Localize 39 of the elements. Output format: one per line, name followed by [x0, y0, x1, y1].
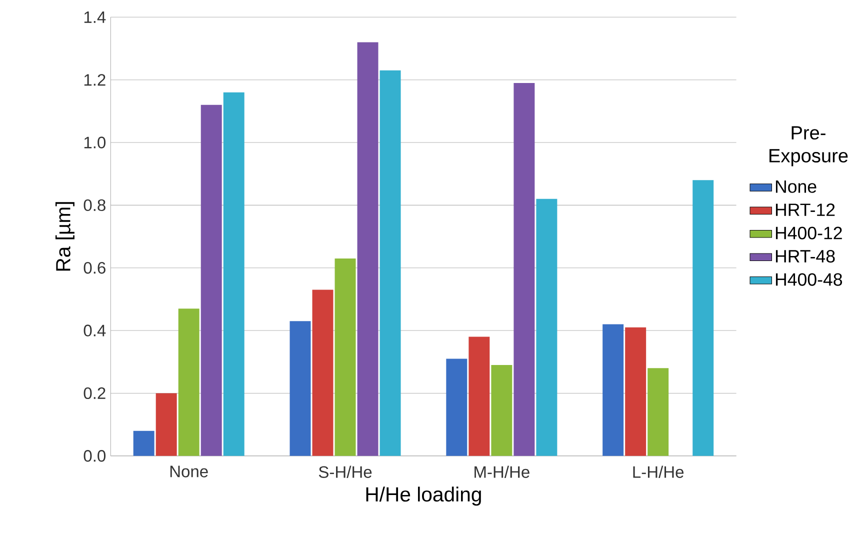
y-tick-label: 1.2 — [84, 74, 106, 86]
x-tick-label: None — [170, 466, 208, 478]
bar — [312, 290, 334, 456]
x-axis-title: H/He loading — [366, 486, 481, 506]
bar — [491, 364, 512, 456]
legend-label: HRT-48 — [776, 250, 835, 263]
bar — [648, 368, 669, 456]
y-tick-label: 0.0 — [84, 450, 106, 462]
legend-label: HRT-12 — [776, 203, 835, 216]
bar — [290, 321, 311, 456]
bar — [223, 92, 244, 456]
y-tick-label: 0.2 — [84, 387, 106, 400]
bar — [514, 82, 535, 456]
bar — [536, 198, 558, 456]
bar — [133, 430, 154, 456]
y-tick-label: 0.4 — [84, 324, 106, 336]
x-tick-label: S-H/He — [318, 466, 372, 478]
bar — [200, 104, 222, 456]
legend-label: H400-48 — [776, 273, 842, 286]
y-tick-label: 1.0 — [84, 136, 106, 148]
bar — [468, 336, 490, 456]
x-tick-label: L-H/He — [633, 466, 684, 478]
bar — [625, 327, 646, 456]
y-tick-label: 0.8 — [84, 199, 106, 212]
x-tick-label: M-H/He — [474, 466, 530, 478]
bar — [602, 324, 624, 456]
legend-label: None — [776, 180, 816, 193]
bar — [692, 180, 714, 456]
legend-label: H400-12 — [776, 226, 842, 240]
y-axis-title: Ra [µm] — [55, 202, 74, 271]
bar — [446, 358, 468, 456]
y-tick-label: 0.6 — [84, 262, 106, 274]
bar — [156, 393, 177, 456]
legend-title: Pre-Exposure — [770, 126, 848, 166]
y-tick-label: 1.4 — [84, 11, 106, 23]
bar — [357, 42, 378, 456]
bar — [178, 308, 200, 456]
bar — [380, 70, 401, 456]
bar — [334, 258, 356, 456]
